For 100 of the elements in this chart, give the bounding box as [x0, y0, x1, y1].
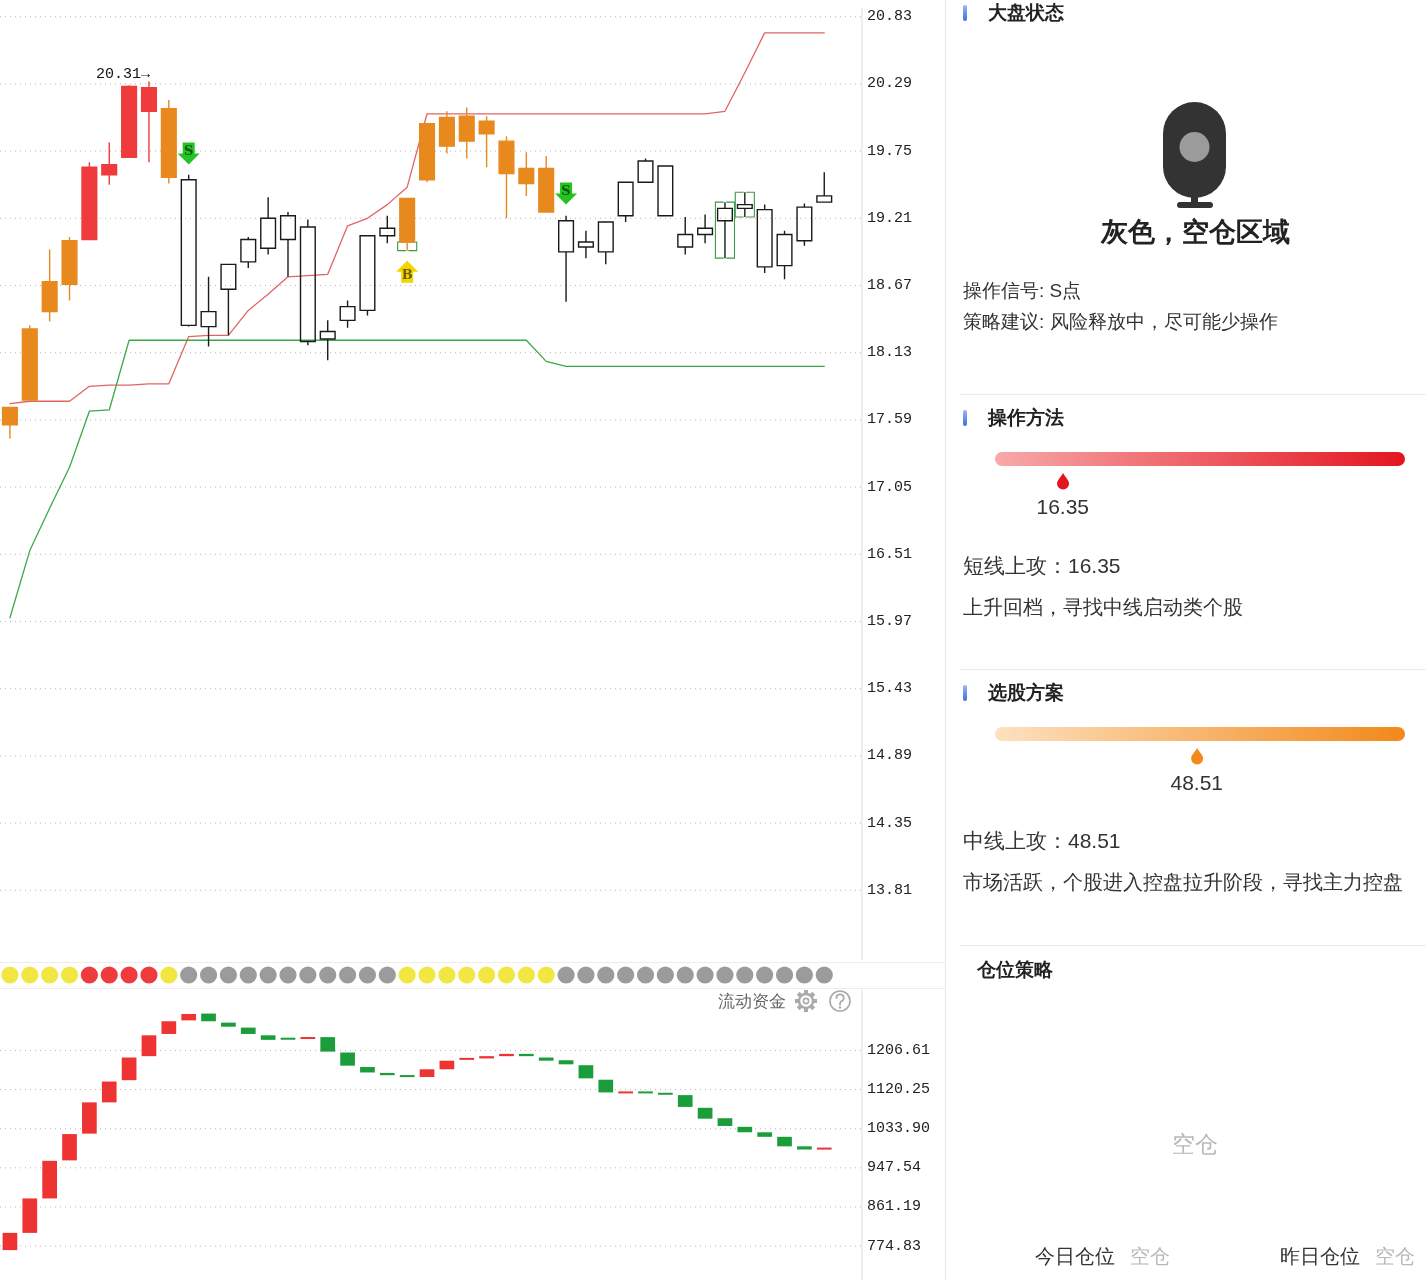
bar: [360, 1067, 375, 1073]
bar: [697, 1107, 713, 1119]
bar: [419, 1069, 435, 1077]
bar: [221, 1022, 236, 1027]
candlestick: [160, 99, 177, 185]
candlestick: [538, 155, 555, 213]
candlestick: [677, 216, 694, 256]
text: 今日仓位: [1035, 1244, 1115, 1268]
bar: [101, 1081, 117, 1103]
bar: [62, 1134, 77, 1161]
bar: [161, 1021, 177, 1034]
bar: [499, 1053, 514, 1057]
y-tick-label: 13.81: [867, 881, 913, 899]
y-tick-label: 861.19: [867, 1198, 922, 1216]
bar: [42, 1160, 57, 1199]
y-tick-label: 774.83: [867, 1237, 922, 1255]
bar: [797, 1146, 812, 1150]
text: 操作方法: [988, 406, 1064, 430]
bar: [578, 1065, 594, 1079]
bar: [717, 1118, 733, 1126]
candlestick: [756, 203, 773, 274]
candlestick: [140, 80, 158, 164]
candlestick: [776, 230, 793, 280]
bar: [518, 1053, 534, 1057]
text: 中线上攻：48.51: [963, 828, 1121, 854]
bar: [300, 1037, 316, 1040]
bar: [399, 1075, 415, 1078]
candlestick: [597, 221, 614, 266]
bar: [22, 1198, 38, 1233]
bar: [618, 1091, 633, 1094]
candlestick: [558, 215, 575, 303]
bar: [479, 1056, 494, 1059]
candlestick: [260, 196, 277, 256]
text: 灰色，空仓区域: [1100, 215, 1290, 249]
y-tick-label: 1206.61: [867, 1041, 931, 1059]
series-label: S: [183, 143, 194, 159]
bar: [121, 1057, 137, 1081]
y-tick-label: 19.75: [867, 142, 913, 160]
y-tick-label: 18.67: [867, 277, 913, 295]
chart-title: 流动资金: [718, 991, 786, 1011]
candlestick: [299, 218, 316, 346]
text: 昨日仓位: [1280, 1244, 1360, 1268]
y-tick-label: 1120.25: [867, 1081, 931, 1099]
text: 短线上攻：16.35: [963, 553, 1121, 579]
y-tick-label: 17.59: [867, 411, 913, 429]
candlestick: [498, 135, 515, 220]
y-tick-label: 14.89: [867, 747, 913, 765]
candlestick: [319, 319, 336, 361]
bar: [816, 1147, 832, 1150]
candlestick: [458, 106, 475, 160]
candlestick: [657, 165, 674, 217]
text: 20.31→: [95, 65, 150, 83]
text: 大盘状态: [988, 1, 1064, 25]
text: 空仓: [1375, 1244, 1415, 1268]
bar: [379, 1072, 395, 1076]
bar: [2, 1232, 18, 1251]
y-tick-label: 1033.90: [867, 1120, 931, 1138]
bar: [459, 1057, 475, 1060]
y-tick-label: 20.83: [867, 8, 913, 26]
candlestick: [339, 299, 356, 329]
bar: [638, 1091, 653, 1094]
candlestick: [637, 157, 654, 183]
candlestick: [617, 181, 634, 223]
text: 48.51: [1170, 770, 1224, 796]
y-tick-label: 19.21: [867, 209, 913, 227]
candlestick: [816, 171, 833, 203]
candlestick: [61, 236, 78, 302]
bar: [538, 1057, 554, 1061]
bar: [658, 1092, 673, 1095]
candlestick: [359, 235, 376, 317]
candlestick: [438, 110, 455, 155]
text: 操作信号: S点: [963, 279, 1082, 303]
candlestick: [81, 161, 98, 241]
candlestick: [200, 276, 217, 348]
text: 策略建议: 风险释放中，尽可能少操作: [963, 310, 1278, 334]
candlestick: [379, 215, 396, 244]
bar: [141, 1035, 157, 1057]
bar: [677, 1095, 693, 1107]
bar: [558, 1060, 574, 1065]
candlestick: [101, 141, 118, 186]
candlestick: [180, 174, 197, 328]
y-tick-label: 15.43: [867, 680, 913, 698]
bar: [777, 1136, 792, 1147]
y-tick-label: 18.13: [867, 344, 913, 362]
candlestick: [41, 248, 58, 323]
text: 16.35: [1036, 494, 1090, 520]
y-tick-label: 17.05: [867, 478, 913, 496]
candlestick: [697, 213, 714, 244]
bar: [340, 1052, 355, 1066]
bar: [201, 1013, 216, 1022]
bar: [737, 1126, 753, 1133]
line-series: [9, 339, 825, 619]
bar: [757, 1132, 773, 1137]
y-tick-label: 16.51: [867, 545, 913, 563]
candlestick: [1, 406, 18, 440]
candlestick: [21, 324, 38, 401]
candlestick: [121, 84, 138, 159]
candlestick: [478, 115, 495, 168]
line-series: [9, 32, 825, 405]
y-tick-label: 20.29: [867, 75, 913, 93]
